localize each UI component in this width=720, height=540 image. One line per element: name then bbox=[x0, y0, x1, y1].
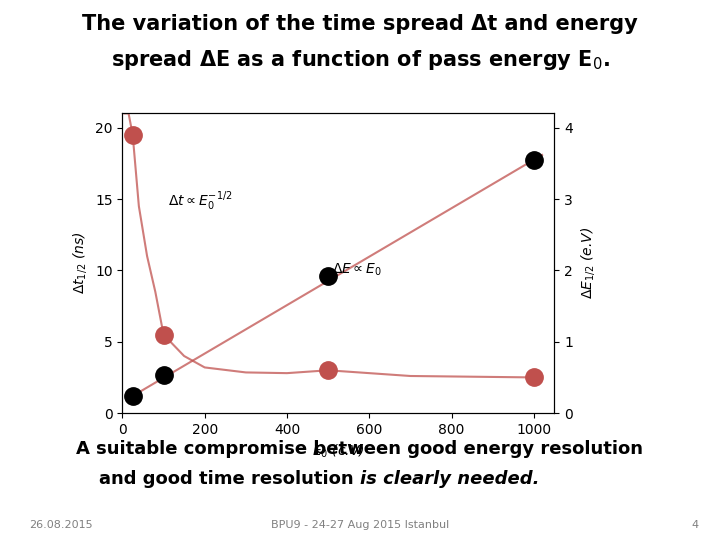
Point bbox=[158, 330, 169, 339]
X-axis label: $E_0$ (c.V): $E_0$ (c.V) bbox=[312, 442, 365, 460]
Text: 26.08.2015: 26.08.2015 bbox=[29, 520, 92, 530]
Point bbox=[127, 131, 138, 139]
Point bbox=[528, 156, 539, 164]
Text: spread ΔE as a function of pass energy E$_{0}$.: spread ΔE as a function of pass energy E… bbox=[110, 48, 610, 71]
Text: $\Delta t \propto E_0^{-1/2}$: $\Delta t \propto E_0^{-1/2}$ bbox=[168, 190, 232, 213]
Point bbox=[528, 373, 539, 382]
Text: $\Delta E \propto E_0$: $\Delta E \propto E_0$ bbox=[332, 261, 382, 278]
Y-axis label: $\Delta E_{1/2}$ (e.V): $\Delta E_{1/2}$ (e.V) bbox=[579, 227, 597, 299]
Y-axis label: $\Delta t_{1/2}$ (ns): $\Delta t_{1/2}$ (ns) bbox=[71, 232, 89, 294]
Text: The variation of the time spread Δt and energy: The variation of the time spread Δt and … bbox=[82, 14, 638, 33]
Point bbox=[323, 366, 334, 375]
Text: 4: 4 bbox=[691, 520, 698, 530]
Text: A suitable compromise between good energy resolution: A suitable compromise between good energ… bbox=[76, 440, 644, 458]
Text: is clearly needed.: is clearly needed. bbox=[360, 470, 539, 488]
Point bbox=[158, 370, 169, 379]
Text: and good time resolution: and good time resolution bbox=[99, 470, 360, 488]
Text: BPU9 - 24-27 Aug 2015 Istanbul: BPU9 - 24-27 Aug 2015 Istanbul bbox=[271, 520, 449, 530]
Point bbox=[127, 392, 138, 400]
Point bbox=[323, 272, 334, 280]
